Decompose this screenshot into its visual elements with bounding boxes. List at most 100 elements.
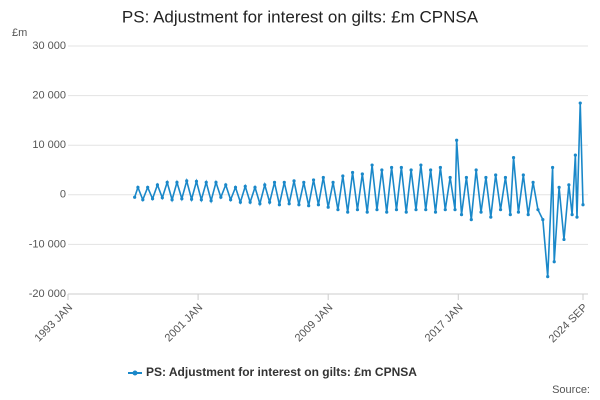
point [360, 172, 364, 176]
point [355, 208, 360, 212]
point [272, 180, 277, 184]
point [277, 203, 281, 207]
point [567, 183, 571, 187]
point [258, 202, 262, 206]
point [346, 210, 350, 214]
point [189, 197, 194, 201]
point [199, 198, 203, 202]
point [209, 199, 213, 203]
point [570, 213, 574, 217]
point [341, 174, 345, 178]
point [494, 173, 498, 177]
point [336, 208, 340, 212]
series-line [133, 103, 584, 277]
point [350, 170, 355, 175]
point [133, 195, 137, 199]
point [370, 163, 374, 167]
point [409, 168, 413, 172]
point [438, 165, 442, 170]
point [516, 210, 521, 214]
point [180, 197, 184, 201]
point [316, 203, 321, 207]
point [474, 168, 478, 172]
point [424, 208, 428, 212]
point [464, 175, 469, 180]
y-tick-label: 0 [60, 189, 66, 201]
point [484, 175, 488, 180]
chart-title: PS: Adjustment for interest on gilts: £m… [122, 7, 479, 26]
point [326, 205, 330, 209]
y-tick-label: 20 000 [32, 90, 66, 102]
x-tick-label: 2024 SEP [547, 302, 591, 346]
y-tick-label: -10 000 [29, 238, 66, 250]
point [546, 275, 550, 279]
point [526, 213, 530, 217]
point [399, 165, 403, 170]
point [433, 210, 438, 214]
point [536, 208, 540, 212]
point [541, 218, 545, 222]
point [479, 210, 483, 214]
point [229, 198, 233, 202]
legend-marker [132, 370, 138, 376]
point [194, 179, 199, 184]
point [385, 210, 389, 214]
point [521, 173, 525, 177]
point [448, 175, 452, 180]
point [455, 138, 459, 142]
point [331, 180, 335, 184]
point [414, 208, 418, 212]
point [394, 208, 399, 212]
point [238, 200, 242, 204]
source: Source: [552, 384, 590, 396]
point [175, 180, 179, 184]
point [253, 185, 257, 189]
point [150, 197, 155, 201]
point [511, 156, 516, 160]
point [581, 203, 585, 207]
point [282, 180, 286, 184]
point [573, 153, 577, 157]
y-tick-label: 30 000 [32, 40, 66, 52]
point [219, 195, 223, 199]
point [185, 179, 189, 183]
point [390, 165, 394, 170]
point [404, 210, 408, 214]
point [508, 213, 512, 217]
point [155, 183, 160, 187]
point [248, 200, 252, 204]
point [531, 180, 535, 184]
x-tick-label: 1993 JAN [33, 302, 76, 345]
point [321, 175, 325, 180]
point [302, 180, 306, 184]
point [380, 168, 384, 172]
point [263, 183, 267, 187]
point [443, 208, 447, 212]
y-tick-label: -20 000 [29, 288, 66, 300]
point [297, 203, 301, 207]
point [224, 183, 228, 187]
point [469, 218, 473, 222]
point [214, 180, 218, 184]
point [233, 185, 238, 189]
point [419, 163, 423, 167]
point [562, 237, 566, 242]
y-tick-label: 10 000 [32, 139, 66, 151]
point [165, 180, 169, 184]
point [141, 198, 145, 202]
point [459, 213, 464, 217]
point [268, 200, 272, 204]
point [453, 208, 457, 212]
point [575, 215, 579, 219]
point [243, 184, 247, 188]
point [429, 168, 433, 172]
point [503, 175, 508, 180]
point [365, 210, 369, 214]
point [375, 208, 379, 212]
point [287, 202, 291, 206]
point [550, 165, 555, 170]
point [136, 185, 140, 189]
x-tick-label: 2017 JAN [423, 302, 466, 345]
point [311, 178, 316, 182]
